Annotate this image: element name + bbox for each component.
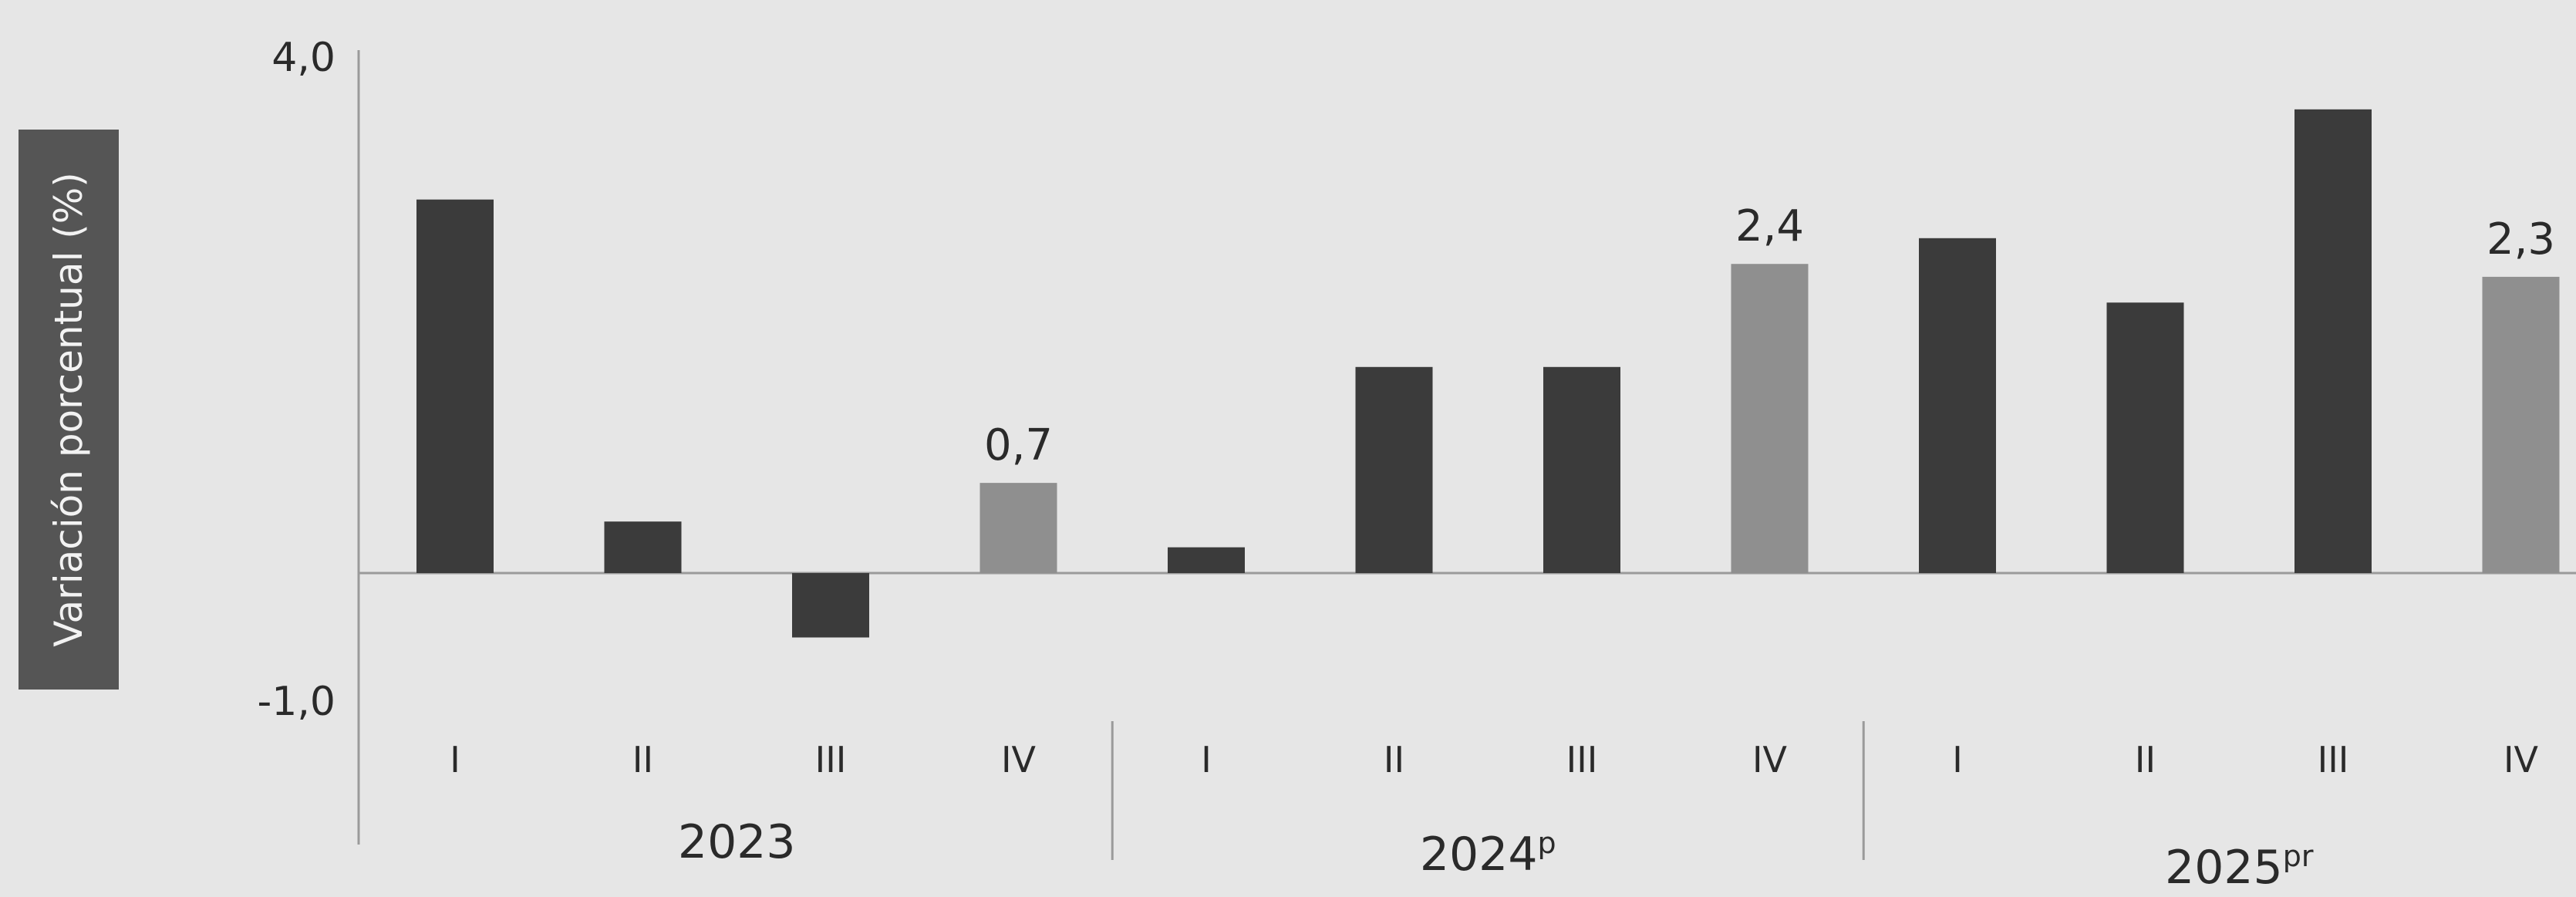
x-category-label: I (1952, 739, 1963, 781)
bar (604, 521, 682, 573)
y-axis-label: Variación porcentual (%) (46, 172, 91, 647)
x-group-label: 2024p (1420, 826, 1556, 882)
data-label: 2,3 (2487, 214, 2555, 265)
bar (1355, 366, 1433, 573)
y-axis-label-box (19, 130, 119, 690)
bar (2294, 109, 2372, 574)
x-group-label: 2025pr (2165, 839, 2314, 894)
bar (1543, 366, 1620, 573)
x-category-label: IV (2504, 739, 2539, 781)
x-category-label: II (632, 739, 653, 781)
data-label: 0,7 (984, 420, 1053, 470)
bar (979, 483, 1057, 573)
bars (416, 109, 2560, 638)
bar (416, 199, 494, 573)
x-category-label: I (450, 739, 460, 781)
x-category-label: IV (1752, 739, 1788, 781)
axes (357, 50, 2576, 860)
x-category-label: III (1566, 739, 1598, 781)
x-category-label: II (1384, 739, 1404, 781)
y-tick-label: -1,0 (258, 679, 335, 725)
y-tick-label: 4,0 (271, 35, 335, 81)
bar (1168, 547, 1245, 573)
bar (2106, 302, 2184, 573)
bar (2482, 276, 2560, 573)
bar (1919, 238, 1996, 573)
x-category-label: I (1201, 739, 1212, 781)
bar (792, 573, 869, 638)
x-category-label: III (2318, 739, 2349, 781)
data-label: 2,4 (1735, 201, 1804, 251)
x-category-label: II (2135, 739, 2156, 781)
labels: 4,0-1,0I II III IV0,7I II III IV2,4I II III IV2,3… (258, 35, 2556, 895)
x-category-label: IV (1001, 739, 1037, 781)
bar (1731, 264, 1809, 573)
x-group-label: 2023 (678, 815, 796, 869)
y-axis-label-group: Variación porcentual (%) (19, 130, 119, 690)
x-category-label: III (815, 739, 847, 781)
